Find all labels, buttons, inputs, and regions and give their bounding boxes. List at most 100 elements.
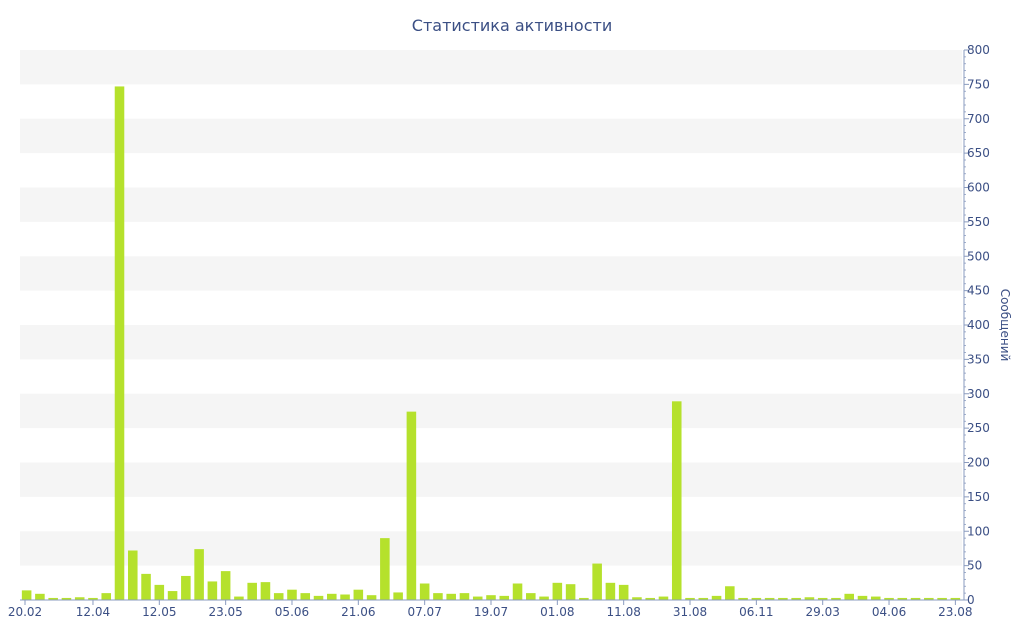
- bar[interactable]: [486, 595, 496, 600]
- bar[interactable]: [817, 597, 828, 600]
- bar[interactable]: [61, 597, 72, 600]
- y-tick-label: 250: [967, 421, 990, 435]
- bar[interactable]: [831, 597, 841, 600]
- y-tick-label: 550: [967, 215, 990, 229]
- x-tick-label: 05.06: [275, 605, 309, 619]
- bar[interactable]: [539, 596, 549, 600]
- bar[interactable]: [300, 593, 311, 600]
- bar[interactable]: [207, 581, 218, 600]
- bar[interactable]: [181, 575, 191, 600]
- bar[interactable]: [313, 595, 324, 600]
- x-tick-label: 06.11: [739, 605, 773, 619]
- y-tick-label: 400: [967, 318, 990, 332]
- bar[interactable]: [791, 597, 801, 600]
- bar[interactable]: [751, 597, 762, 600]
- bar[interactable]: [711, 595, 722, 600]
- bar[interactable]: [446, 593, 456, 600]
- x-tick-label: 19.07: [474, 605, 508, 619]
- bar[interactable]: [366, 595, 377, 600]
- bar[interactable]: [658, 596, 669, 600]
- bar[interactable]: [778, 597, 788, 600]
- bar[interactable]: [167, 591, 178, 600]
- y-tick-label: 800: [967, 43, 990, 57]
- bar[interactable]: [897, 597, 908, 600]
- bar[interactable]: [101, 593, 112, 600]
- bar[interactable]: [74, 597, 85, 600]
- bar[interactable]: [499, 595, 510, 600]
- bar[interactable]: [526, 593, 536, 600]
- grid-band: [20, 50, 962, 85]
- bar[interactable]: [671, 401, 682, 600]
- bar[interactable]: [552, 582, 563, 600]
- grid-band: [20, 462, 962, 497]
- bar[interactable]: [645, 597, 655, 600]
- bar[interactable]: [247, 582, 257, 600]
- x-tick-label: 07.07: [407, 605, 441, 619]
- grid-band: [20, 118, 962, 154]
- bar[interactable]: [884, 597, 894, 600]
- bar[interactable]: [857, 595, 868, 600]
- bar[interactable]: [141, 573, 151, 600]
- bar[interactable]: [592, 563, 602, 600]
- bar[interactable]: [937, 597, 947, 600]
- bar[interactable]: [512, 583, 523, 601]
- bar[interactable]: [844, 593, 855, 600]
- bar[interactable]: [48, 597, 58, 600]
- y-tick-label: 450: [967, 284, 990, 298]
- y-tick-label: 750: [967, 77, 990, 91]
- bar[interactable]: [459, 593, 470, 600]
- bar[interactable]: [406, 411, 417, 600]
- y-tick-label: 50: [967, 559, 982, 573]
- y-tick-label: 600: [967, 181, 990, 195]
- y-axis-label: Сообщений: [998, 289, 1012, 362]
- bar[interactable]: [950, 597, 961, 600]
- bar[interactable]: [380, 538, 390, 600]
- x-tick-label: 21.06: [341, 605, 375, 619]
- bar[interactable]: [21, 590, 32, 600]
- bar[interactable]: [340, 594, 350, 601]
- x-tick-label: 29.03: [806, 605, 840, 619]
- bar[interactable]: [910, 597, 921, 600]
- bar[interactable]: [220, 571, 231, 600]
- bar[interactable]: [433, 593, 443, 600]
- x-tick-label: 01.08: [540, 605, 574, 619]
- grid-bands: [20, 50, 962, 566]
- bar[interactable]: [287, 589, 297, 600]
- bar[interactable]: [924, 597, 934, 600]
- bar[interactable]: [764, 597, 775, 600]
- x-tick-label: 31.08: [673, 605, 707, 619]
- bar[interactable]: [565, 584, 576, 600]
- bar[interactable]: [472, 596, 483, 600]
- bar[interactable]: [35, 593, 45, 600]
- bar[interactable]: [419, 583, 430, 601]
- bar[interactable]: [698, 597, 709, 600]
- bar[interactable]: [234, 596, 244, 600]
- bar[interactable]: [260, 582, 271, 600]
- bars: [21, 86, 961, 601]
- bar[interactable]: [870, 596, 881, 600]
- bar[interactable]: [273, 593, 284, 600]
- y-tick-label: 300: [967, 387, 990, 401]
- bar[interactable]: [725, 586, 735, 600]
- bar[interactable]: [194, 549, 204, 600]
- x-tick-label: 23.08: [938, 605, 972, 619]
- y-tick-label: 0: [967, 593, 975, 607]
- bar[interactable]: [127, 550, 138, 601]
- bar[interactable]: [738, 597, 748, 600]
- bar[interactable]: [605, 582, 616, 600]
- bar[interactable]: [114, 86, 125, 600]
- x-tick-label: 11.08: [606, 605, 640, 619]
- bar[interactable]: [632, 597, 642, 600]
- bar[interactable]: [154, 584, 165, 600]
- chart-title: Статистика активности: [412, 16, 612, 35]
- bar[interactable]: [685, 597, 695, 600]
- bar[interactable]: [618, 584, 629, 600]
- bar[interactable]: [88, 597, 98, 600]
- bar[interactable]: [353, 589, 364, 600]
- x-tick-label: 12.04: [76, 605, 110, 619]
- bar[interactable]: [393, 592, 403, 600]
- bar[interactable]: [327, 593, 337, 600]
- bar[interactable]: [804, 597, 815, 600]
- bar[interactable]: [579, 597, 589, 600]
